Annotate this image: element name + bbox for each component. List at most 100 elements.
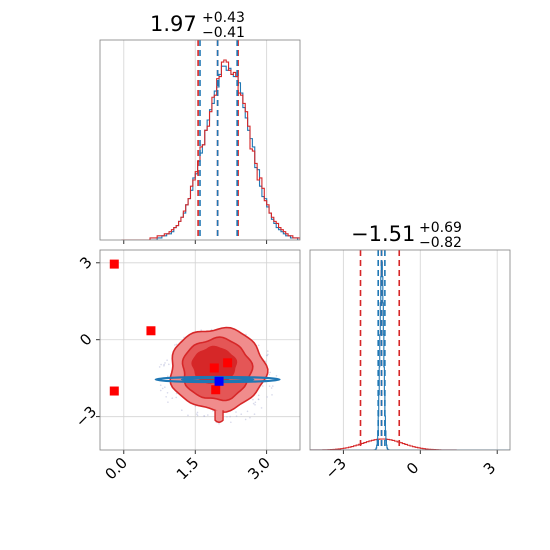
scatter-point (229, 415, 231, 418)
scatter-point (195, 413, 198, 415)
scatter-point (235, 411, 237, 413)
scatter-point (203, 415, 205, 417)
scatter-point (244, 418, 247, 421)
histogram-red (121, 59, 300, 240)
marker-red (109, 259, 119, 269)
tick-label-x: 3 (480, 459, 499, 478)
scatter-point (171, 397, 174, 399)
title-param-1: 1.97 +0.43 −0.41 (150, 10, 245, 41)
scatter-point (210, 328, 213, 331)
scatter-point (240, 413, 243, 416)
panel-marginal-param-2: −3 0 3 (309, 249, 511, 483)
axes-frame (99, 249, 301, 451)
title-1-plus: +0.43 (202, 10, 245, 26)
scatter-point (181, 409, 183, 412)
scatter-point (271, 394, 273, 396)
scatter-point (164, 386, 166, 388)
scatter-point (207, 414, 209, 416)
scatter-point (174, 344, 176, 346)
marker-red (146, 326, 156, 336)
marker-red (223, 358, 233, 368)
scatter-point (253, 413, 256, 415)
scatter-point (268, 385, 271, 387)
title-1-minus: −0.41 (202, 25, 245, 41)
scatter-point (196, 411, 199, 414)
tick-label-x: 1.5 (173, 454, 203, 484)
marker-red (211, 385, 221, 395)
scatter-point (269, 371, 271, 374)
scatter-point (266, 354, 268, 357)
tick-label-y: 0 (76, 330, 95, 349)
title-2-minus: −0.82 (419, 235, 462, 251)
scatter-point (249, 416, 251, 419)
title-2-median: −1.51 (351, 222, 415, 246)
histograms (310, 261, 510, 450)
scatter-point (267, 353, 269, 356)
tick-label-x: 3.0 (244, 454, 274, 484)
scatter-point (161, 387, 164, 390)
axes-frame (309, 249, 511, 451)
scatter-point (252, 402, 255, 405)
scatter-point (257, 398, 260, 401)
scatter-point (158, 366, 161, 368)
marker-red (209, 363, 219, 373)
tick-label-y: −3 (72, 402, 100, 430)
scatter-point (164, 362, 166, 364)
scatter-point (270, 387, 273, 389)
scatter-point (257, 344, 260, 347)
marker-red (109, 386, 119, 396)
scatter-point (261, 385, 264, 387)
scatter-point (187, 414, 189, 417)
histograms (121, 59, 300, 240)
histogram-red (310, 438, 510, 450)
scatter-point (266, 396, 268, 398)
scatter-point (246, 410, 249, 413)
histogram-blue (310, 261, 510, 450)
scatter-point (254, 401, 257, 404)
scatter-point (166, 375, 169, 378)
scatter-point (183, 336, 185, 339)
scatter-point (175, 396, 177, 399)
scatter-point (196, 414, 199, 417)
scatter-point (159, 389, 162, 392)
scatter-point (159, 384, 162, 387)
scatter-point (166, 392, 169, 394)
scatter-point (275, 374, 278, 377)
scatter-point (235, 415, 238, 417)
scatter-point (218, 422, 220, 425)
contours (154, 326, 281, 425)
tick-label-x: 0 (403, 459, 422, 478)
scatter-point (245, 333, 247, 336)
scatter-point (266, 350, 269, 352)
axes-frame (99, 39, 301, 241)
scatter-point (271, 385, 274, 387)
panel-joint-param-1-param-2: 0.0 1.5 3.0 −3 0 3 (72, 249, 301, 484)
scatter-point (167, 401, 169, 403)
title-1-median: 1.97 (150, 12, 197, 36)
title-param-2: −1.51 +0.69 −0.82 (351, 220, 462, 251)
scatter-point (226, 415, 228, 418)
scatter-point (160, 363, 162, 366)
tick-label-x: 0.0 (101, 454, 131, 484)
scatter-point (175, 392, 178, 395)
scatter-point (252, 398, 254, 401)
scatter-point (257, 394, 260, 397)
panel-marginal-param-1 (99, 39, 301, 244)
contour-red-tail (214, 410, 224, 423)
scatter-point (268, 373, 271, 376)
scatter-point (175, 343, 178, 346)
scatter-point (166, 359, 168, 361)
scatter-point (194, 405, 197, 408)
scatter-point (168, 363, 170, 366)
scatter-point (260, 407, 263, 409)
tick-label-x: −3 (322, 454, 350, 482)
tick-label-y: 3 (76, 253, 95, 272)
marker-blue (214, 376, 224, 386)
scatter-point (254, 403, 256, 406)
scatter-point (230, 421, 232, 424)
scatter-point (165, 395, 167, 398)
title-2-plus: +0.69 (419, 220, 462, 236)
scatter-point (200, 329, 203, 331)
scatter-point (163, 364, 165, 367)
